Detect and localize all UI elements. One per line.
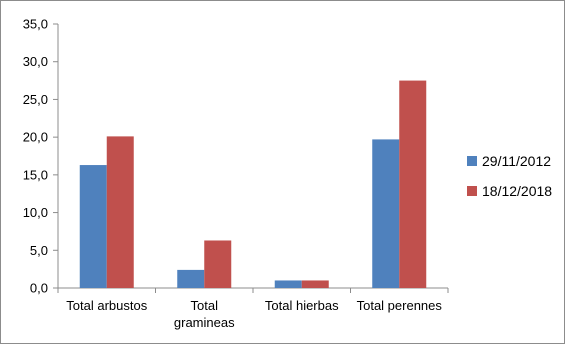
y-tick-label: 35,0 [23,17,48,32]
x-tick-label: Total perennes [357,298,443,313]
bar-1-1[interactable] [79,165,107,288]
y-tick-label: 5,0 [30,243,48,258]
x-tick-label: gramineas [174,315,235,330]
legend-label-1: 29/11/2012 [482,153,551,169]
y-tick-label: 25,0 [23,92,48,107]
bar-1-2[interactable] [177,269,205,288]
bar-2-1[interactable] [106,136,134,288]
bar-2-2[interactable] [204,240,232,288]
bar-2-4[interactable] [399,80,427,288]
legend-swatch-2 [467,186,477,196]
x-tick-label: Total arbustos [66,298,147,313]
y-tick-label: 30,0 [23,54,48,69]
bar-2-3[interactable] [301,280,329,288]
bar-1-4[interactable] [372,139,400,288]
legend-label-2: 18/12/2018 [482,183,552,199]
y-tick-label: 0,0 [30,281,48,296]
x-tick-label: Total hierbas [265,298,339,313]
legend-swatch-1 [467,156,477,166]
y-tick-label: 15,0 [23,167,48,182]
y-tick-label: 10,0 [23,205,48,220]
bar-1-3[interactable] [274,280,302,288]
y-tick-label: 20,0 [23,130,48,145]
x-tick-label: Total [191,298,219,313]
